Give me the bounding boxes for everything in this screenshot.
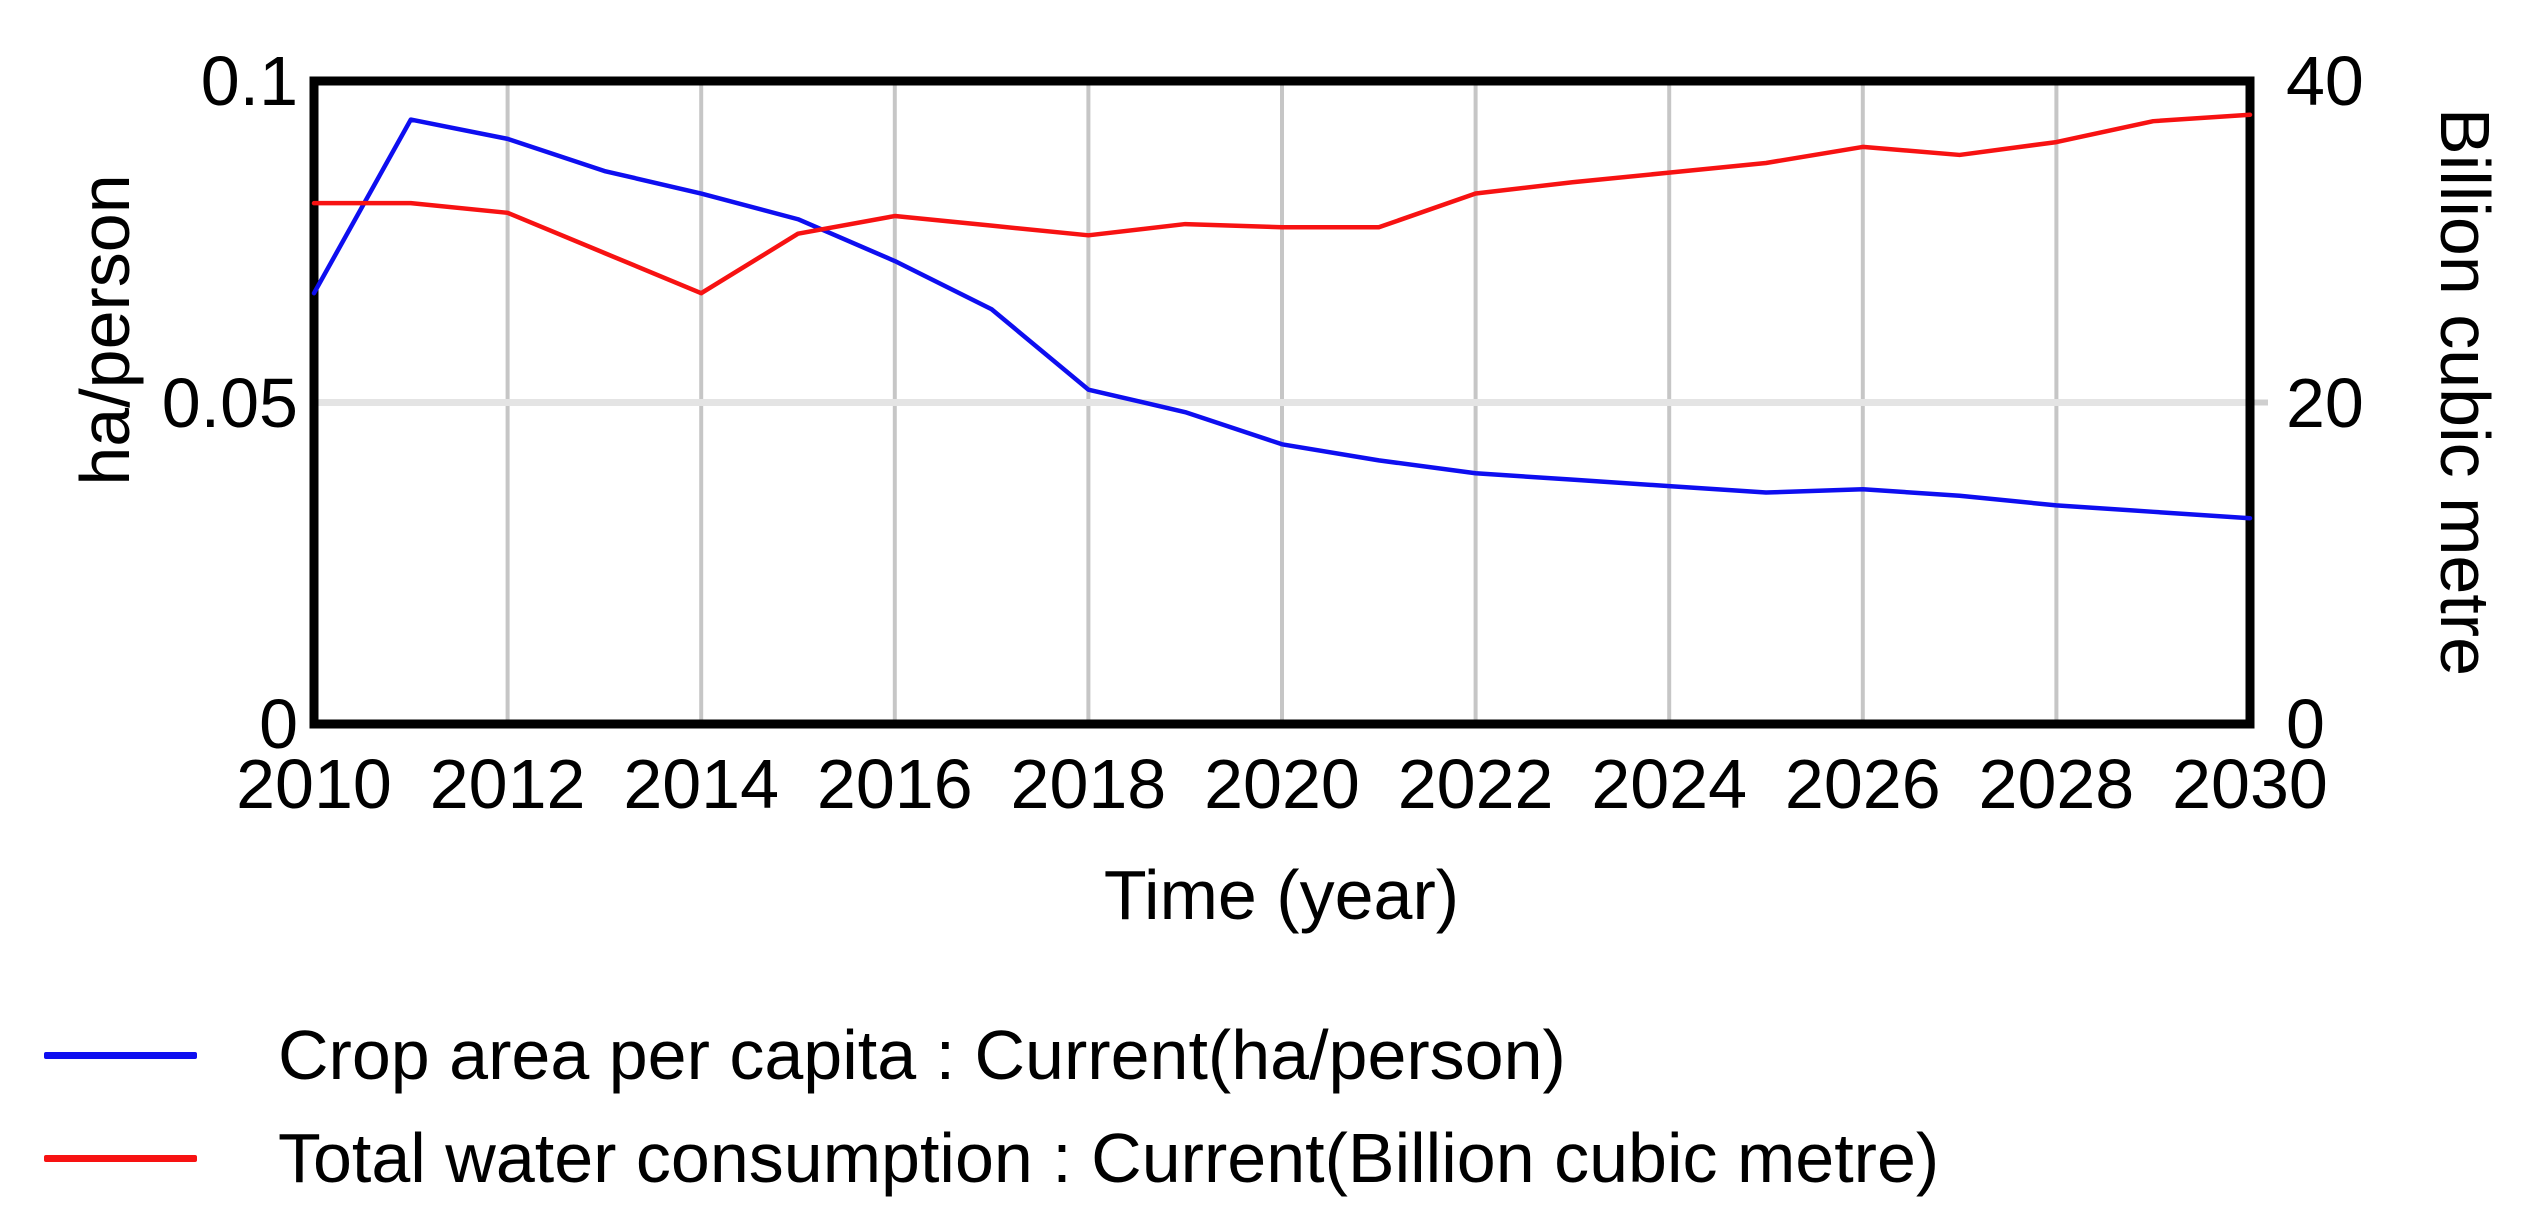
left-axis-tick-label: 0.1 [200, 42, 298, 120]
total-water-consumption-legend-line [44, 1155, 197, 1162]
right-axis-tick-label: 0 [2286, 685, 2325, 763]
x-axis-tick-label: 2018 [1010, 745, 1167, 823]
right-axis-tick-label: 40 [2286, 42, 2364, 120]
x-axis-tick-label: 2024 [1591, 745, 1748, 823]
x-axis-tick-label: 2028 [1978, 745, 2135, 823]
x-axis-tick-label: 2030 [2172, 745, 2328, 823]
x-axis-tick-label: 2016 [816, 745, 973, 823]
legend-label: Total water consumption : Current(Billio… [278, 1119, 1940, 1197]
x-axis-tick-label: 2026 [1784, 745, 1941, 823]
right-axis-tick-label: 20 [2286, 363, 2364, 442]
legend-item: Crop area per capita : Current(ha/person… [0, 1013, 2539, 1097]
x-axis-tick-label: 2020 [1204, 745, 1360, 823]
left-axis-tick-label: 0 [259, 685, 298, 763]
left-axis-title: ha/person [66, 174, 144, 486]
right-axis-title: Billion cubic metre [2426, 108, 2504, 676]
crop-area-per-capita-series-line [311, 117, 2253, 521]
x-axis-tick-label: 2010 [236, 745, 392, 823]
legend-label: Crop area per capita : Current(ha/person… [278, 1016, 1566, 1094]
crop-area-per-capita-legend-line [44, 1052, 197, 1059]
x-axis-tick-label: 2022 [1397, 745, 1554, 823]
x-axis-tick-label: 2014 [623, 745, 780, 823]
legend-item: Total water consumption : Current(Billio… [0, 1116, 2539, 1200]
x-axis-title: Time (year) [1103, 856, 1460, 934]
x-axis-tick-label: 2012 [429, 745, 586, 823]
total-water-consumption-series-line [311, 112, 2253, 296]
left-axis-tick-label: 0.05 [161, 363, 298, 442]
plot-frame [309, 76, 2255, 729]
